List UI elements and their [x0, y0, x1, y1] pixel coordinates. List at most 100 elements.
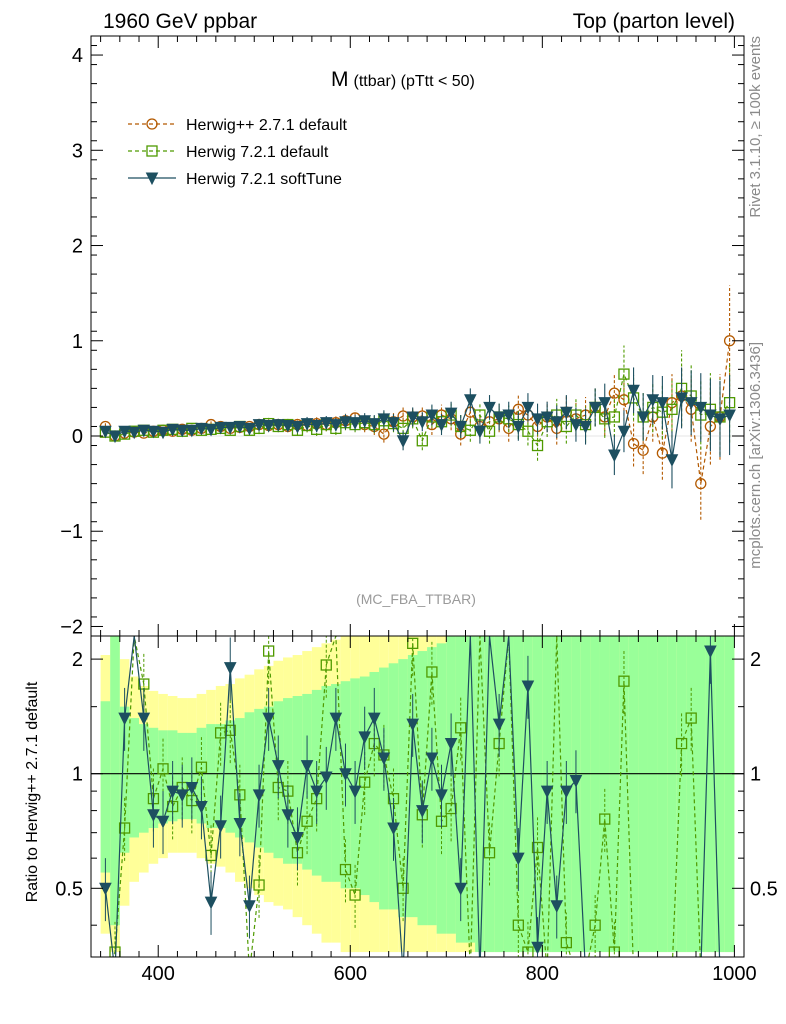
ratio-point — [415, 805, 429, 818]
data-point — [723, 409, 736, 423]
band-green — [667, 636, 677, 953]
data-point — [627, 437, 640, 450]
ratio-line — [104, 636, 721, 957]
data-point — [166, 423, 179, 437]
legend-marker — [146, 145, 158, 157]
data-point — [243, 422, 256, 436]
ratio-point — [319, 771, 333, 785]
ratio-point — [550, 900, 564, 913]
ratio-point — [271, 760, 285, 773]
ratio-y-tick-label: 1 — [72, 764, 83, 786]
band-green — [148, 727, 159, 829]
ratio-y-tick-label: 0.5 — [55, 878, 83, 900]
y-tick-label: 1 — [72, 331, 83, 353]
data-point — [252, 419, 266, 432]
ratio-point — [435, 789, 448, 802]
data-point — [147, 425, 160, 439]
data-point — [618, 368, 630, 380]
ratio-point — [147, 809, 160, 822]
y-tick-label: −2 — [60, 616, 83, 638]
x-tick-label: 1000 — [712, 963, 757, 985]
ratio-point — [166, 785, 179, 799]
data-point — [291, 420, 304, 434]
ratio-point — [214, 820, 227, 833]
main-title: M (ttbar) (pTtt < 50) — [331, 68, 475, 91]
ratio-point — [233, 817, 247, 831]
band-green — [724, 636, 735, 953]
ratio-point — [560, 936, 572, 949]
ratio-series-1 — [99, 636, 721, 957]
band-green — [580, 636, 591, 953]
ratio-point — [300, 760, 314, 773]
ratio-point — [483, 847, 496, 859]
data-point — [636, 411, 650, 425]
data-point — [617, 425, 631, 439]
legend-marker — [146, 118, 158, 130]
data-point — [483, 401, 496, 415]
data-point — [127, 426, 141, 440]
ratio-point — [262, 712, 275, 726]
y-tick-label: 0 — [72, 426, 83, 448]
ratio-point — [704, 645, 717, 659]
data-point — [310, 420, 323, 433]
data-point — [271, 419, 285, 432]
ratio-y-tick-label-right: 0.5 — [750, 878, 778, 900]
ratio-point — [455, 722, 467, 734]
ratio-point — [339, 863, 352, 876]
data-point — [156, 426, 170, 440]
data-point — [666, 403, 678, 415]
ratio-point — [531, 941, 544, 955]
data-point — [118, 425, 131, 439]
band-green — [407, 655, 418, 918]
ratio-point — [224, 724, 236, 736]
data-point — [483, 425, 496, 437]
band-green — [283, 698, 293, 864]
band-green — [244, 712, 255, 843]
data-point — [579, 420, 592, 434]
data-point — [425, 409, 439, 423]
ratio-ylabel: Ratio to Herwig++ 2.7.1 default — [24, 681, 41, 902]
ratio-point — [685, 712, 697, 724]
data-point — [319, 417, 333, 430]
band-green — [263, 706, 274, 853]
data-point — [646, 394, 660, 407]
ratio-point — [425, 752, 439, 766]
data-point — [358, 415, 371, 428]
data-point — [608, 387, 621, 399]
ratio-point — [185, 781, 199, 795]
band-green — [609, 636, 620, 953]
data-point — [108, 430, 122, 444]
band-green — [465, 636, 476, 943]
ratio-point — [195, 801, 208, 814]
data-point — [214, 421, 227, 435]
ratio-point — [253, 879, 265, 891]
legend-marker — [145, 172, 159, 186]
x-tick-label: 400 — [142, 963, 175, 985]
main-series-1 — [99, 345, 736, 461]
data-point — [713, 413, 727, 426]
data-point — [502, 409, 516, 423]
y-tick-label: 2 — [72, 236, 83, 258]
ratio-panel-frame — [90, 635, 745, 958]
data-point — [223, 421, 237, 435]
ratio-point — [512, 919, 524, 931]
ratio-point — [359, 776, 371, 788]
ratio-point — [675, 737, 688, 750]
ratio-point — [204, 896, 218, 910]
x-tick-label: 600 — [334, 963, 367, 985]
band-green — [638, 636, 648, 953]
data-point — [233, 420, 247, 434]
band-green — [139, 724, 149, 833]
band-green — [686, 636, 696, 953]
band-green — [455, 636, 466, 943]
y-tick-label: −1 — [60, 521, 83, 543]
band-green — [503, 636, 514, 953]
ratio-point — [157, 763, 169, 775]
main-series-0 — [99, 285, 736, 520]
band-green — [590, 636, 600, 953]
mcplots-label: mcplots.cern.ch [arXiv:1306.3436] — [747, 342, 764, 569]
data-point — [99, 425, 112, 439]
data-point — [175, 424, 189, 438]
data-point — [415, 416, 429, 429]
